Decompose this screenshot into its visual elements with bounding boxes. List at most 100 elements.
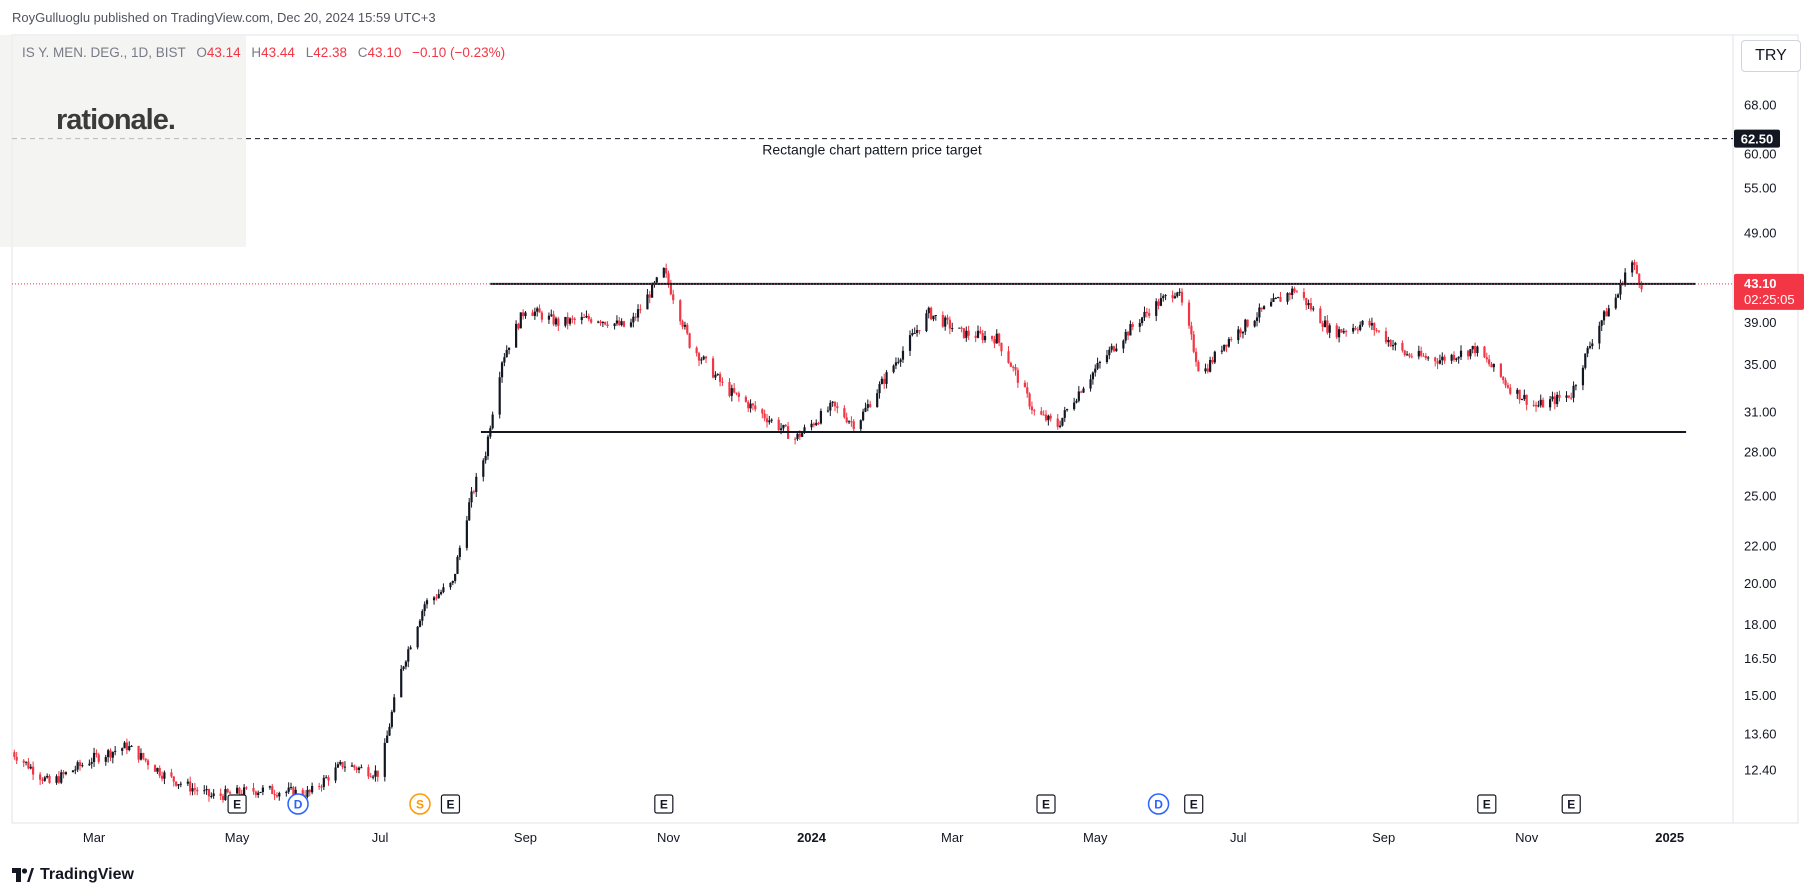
- low-value: 42.38: [313, 45, 348, 60]
- candle-body: [1326, 320, 1329, 333]
- candle-body: [655, 277, 658, 283]
- candle-body: [522, 312, 525, 317]
- candle-body: [311, 785, 314, 793]
- candle-body: [271, 786, 274, 794]
- candle-body: [845, 417, 848, 423]
- candle-body: [212, 793, 215, 796]
- candle-body: [177, 784, 180, 786]
- candle-body: [76, 762, 79, 770]
- candle-body: [958, 327, 961, 329]
- candle-body: [48, 775, 51, 783]
- candle-body: [711, 358, 715, 378]
- candle-body: [1504, 380, 1507, 386]
- earnings-marker: [1561, 794, 1581, 814]
- candle-body: [1082, 388, 1085, 393]
- candle-body: [24, 761, 28, 763]
- time-tick-label: Nov: [1515, 830, 1539, 845]
- candle-body: [941, 315, 944, 327]
- candle-body: [679, 300, 682, 322]
- time-tick-label: Mar: [941, 830, 964, 845]
- candle-body: [1066, 409, 1069, 411]
- candle-body: [1377, 330, 1381, 332]
- candle-body: [1408, 354, 1411, 357]
- currency-button[interactable]: TRY: [1741, 40, 1801, 72]
- candle-body: [95, 752, 98, 755]
- candle-body: [993, 339, 996, 344]
- candle-body: [751, 403, 755, 406]
- time-tick-label: May: [225, 830, 250, 845]
- candle-body: [1624, 272, 1627, 285]
- candle-body: [1131, 324, 1134, 327]
- candle-body: [990, 335, 994, 340]
- publish-line: RoyGulluoglu published on TradingView.co…: [12, 10, 436, 25]
- candle-body: [207, 789, 211, 797]
- candle-body: [1401, 342, 1404, 351]
- candle-body: [686, 324, 689, 334]
- candle-body: [1288, 293, 1291, 296]
- event-marker-label: D: [294, 798, 303, 812]
- candle-body: [667, 273, 670, 284]
- candle-body: [1277, 297, 1280, 299]
- candle-body: [191, 788, 194, 792]
- candle-body: [243, 787, 246, 796]
- candle-body: [1030, 406, 1034, 411]
- candle-body: [930, 307, 933, 320]
- candle-body: [590, 319, 593, 323]
- candle-body: [646, 294, 649, 310]
- candle-body: [146, 760, 150, 766]
- time-tick-label: May: [1083, 830, 1108, 845]
- time-axis[interactable]: Mar May Jul Sep Nov 2024 Mar May Jul Sep Nov 2025: [83, 830, 1684, 845]
- candle-body: [486, 436, 490, 457]
- candle-body: [339, 761, 342, 765]
- candle-body: [465, 520, 468, 548]
- candle-body: [1485, 357, 1488, 360]
- candle-body: [125, 742, 128, 751]
- candle-body: [1026, 387, 1029, 394]
- candle-body: [1269, 301, 1273, 307]
- candle-body: [1471, 346, 1474, 350]
- candle-body: [144, 758, 147, 761]
- price-tick-label: 13.60: [1744, 726, 1777, 741]
- candle-body: [1260, 307, 1263, 310]
- candle-body: [81, 765, 84, 767]
- candle-body: [306, 789, 309, 797]
- candle-body: [221, 795, 225, 801]
- candle-body: [88, 763, 91, 766]
- candle-body: [583, 316, 586, 318]
- candle-body: [1532, 404, 1535, 406]
- candle-body: [765, 418, 769, 423]
- candle-body: [962, 328, 966, 338]
- candle-body: [1141, 317, 1144, 324]
- candle-body: [1410, 356, 1413, 358]
- candle-body: [60, 772, 63, 783]
- candle-body: [1241, 331, 1245, 334]
- candle-body: [1492, 363, 1495, 368]
- candle-body: [716, 374, 719, 376]
- footer[interactable]: TradingView: [12, 866, 134, 884]
- candle-body: [104, 757, 107, 762]
- candle-body: [531, 312, 534, 316]
- candle-body: [254, 791, 257, 795]
- candle-body: [704, 356, 708, 359]
- candle-body: [1602, 311, 1606, 321]
- candle-body: [1180, 291, 1184, 303]
- candle-body: [425, 600, 429, 605]
- candle-body: [1438, 360, 1442, 364]
- candle-body: [864, 407, 867, 412]
- price-axis[interactable]: 68.00 60.00 55.00 49.00 39.00 35.00 31.00 28.00…: [1744, 98, 1777, 778]
- candle-body: [186, 781, 189, 784]
- candle-body: [1523, 394, 1526, 400]
- candle-body: [1110, 346, 1113, 350]
- candle-body: [1094, 368, 1097, 373]
- price-tick-label: 31.00: [1744, 405, 1777, 420]
- earnings-marker-label: E: [1190, 798, 1198, 812]
- candle-body: [454, 573, 457, 581]
- candle-body: [606, 324, 609, 327]
- candle-body: [1291, 288, 1294, 296]
- candle-body: [1457, 356, 1460, 359]
- candle-body: [798, 433, 801, 437]
- candle-body: [1244, 319, 1247, 332]
- candle-body: [353, 765, 356, 768]
